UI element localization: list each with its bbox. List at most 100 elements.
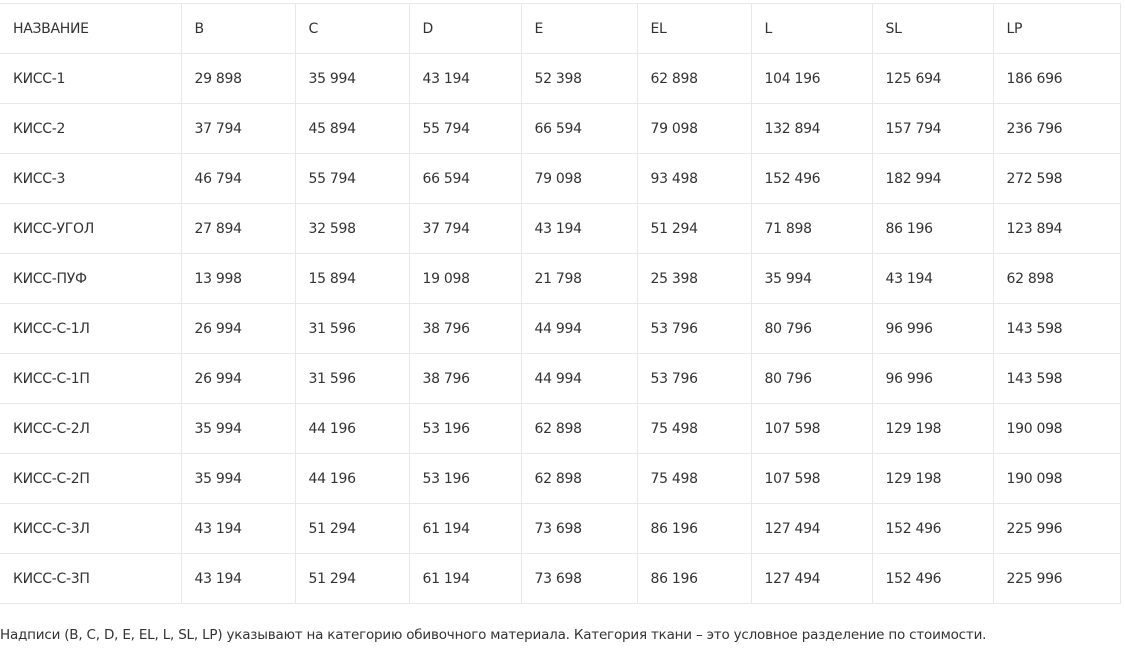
cell: 29 898 (180, 53, 296, 104)
cell: 43 194 (180, 553, 296, 604)
cell: 152 496 (871, 503, 994, 554)
cell: 86 196 (871, 203, 994, 254)
header-cell: L (750, 3, 873, 54)
table-row: КИСС-С-2П 35 994 44 196 53 196 62 898 75 498 1… (0, 453, 1121, 504)
cell: 75 498 (636, 453, 752, 504)
cell: 62 898 (520, 453, 638, 504)
price-table: НАЗВАНИЕ B C D E EL L SL LP КИСС-1 29 898 35 994 43 … (0, 3, 1121, 604)
cell: 123 894 (992, 203, 1121, 254)
cell: КИСС-1 (0, 53, 182, 104)
cell: 61 194 (408, 503, 522, 554)
cell: 79 098 (636, 103, 752, 154)
cell: 107 598 (750, 453, 873, 504)
header-cell: D (408, 3, 522, 54)
cell: 132 894 (750, 103, 873, 154)
table-row: КИСС-С-2Л 35 994 44 196 53 196 62 898 75 498 1… (0, 403, 1121, 454)
cell: 79 098 (520, 153, 638, 204)
cell: 152 496 (871, 553, 994, 604)
cell: 75 498 (636, 403, 752, 454)
cell: 66 594 (520, 103, 638, 154)
cell: 66 594 (408, 153, 522, 204)
cell: КИСС-С-2Л (0, 403, 182, 454)
cell: 62 898 (992, 253, 1121, 304)
cell: 104 196 (750, 53, 873, 104)
table-row: КИСС-УГОЛ 27 894 32 598 37 794 43 194 51 294 7… (0, 203, 1121, 254)
cell: 129 198 (871, 453, 994, 504)
cell: 129 198 (871, 403, 994, 454)
cell: 96 996 (871, 353, 994, 404)
header-cell: LP (992, 3, 1121, 54)
cell: 25 398 (636, 253, 752, 304)
cell: 27 894 (180, 203, 296, 254)
cell: 190 098 (992, 403, 1121, 454)
cell: 143 598 (992, 303, 1121, 354)
cell: 127 494 (750, 553, 873, 604)
cell: 186 696 (992, 53, 1121, 104)
footnote: Надписи (B, C, D, E, EL, L, SL, LP) указ… (0, 627, 987, 643)
cell: 31 596 (294, 303, 410, 354)
cell: 52 398 (520, 53, 638, 104)
header-cell: SL (871, 3, 994, 54)
cell: 43 194 (408, 53, 522, 104)
cell: 26 994 (180, 353, 296, 404)
cell: 55 794 (408, 103, 522, 154)
cell: КИСС-2 (0, 103, 182, 154)
table-row: КИСС-3 46 794 55 794 66 594 79 098 93 498 152 … (0, 153, 1121, 204)
cell: 32 598 (294, 203, 410, 254)
cell: 43 194 (871, 253, 994, 304)
cell: 157 794 (871, 103, 994, 154)
cell: КИСС-УГОЛ (0, 203, 182, 254)
header-cell: C (294, 3, 410, 54)
cell: 236 796 (992, 103, 1121, 154)
cell: 53 196 (408, 403, 522, 454)
table-row: КИСС-2 37 794 45 894 55 794 66 594 79 098 132 … (0, 103, 1121, 154)
cell: 35 994 (294, 53, 410, 104)
cell: 35 994 (750, 253, 873, 304)
table-row: КИСС-ПУФ 13 998 15 894 19 098 21 798 25 398 35… (0, 253, 1121, 304)
cell: 152 496 (750, 153, 873, 204)
cell: 35 994 (180, 453, 296, 504)
cell: 26 994 (180, 303, 296, 354)
cell: 53 196 (408, 453, 522, 504)
table-row: КИСС-С-3П 43 194 51 294 61 194 73 698 86 196 1… (0, 553, 1121, 604)
cell: 37 794 (180, 103, 296, 154)
header-cell: B (180, 3, 296, 54)
cell: КИСС-С-3Л (0, 503, 182, 554)
cell: КИСС-3 (0, 153, 182, 204)
cell: 182 994 (871, 153, 994, 204)
cell: 80 796 (750, 353, 873, 404)
cell: 35 994 (180, 403, 296, 454)
cell: 86 196 (636, 553, 752, 604)
cell: 44 196 (294, 453, 410, 504)
cell: 51 294 (636, 203, 752, 254)
cell: 225 996 (992, 553, 1121, 604)
cell: 53 796 (636, 303, 752, 354)
cell: 62 898 (520, 403, 638, 454)
cell: 62 898 (636, 53, 752, 104)
cell: 38 796 (408, 353, 522, 404)
cell: 107 598 (750, 403, 873, 454)
table-row: КИСС-С-1П 26 994 31 596 38 796 44 994 53 796 8… (0, 353, 1121, 404)
cell: КИСС-С-1Л (0, 303, 182, 354)
cell: КИСС-ПУФ (0, 253, 182, 304)
cell: 73 698 (520, 503, 638, 554)
cell: 43 194 (520, 203, 638, 254)
cell: 53 796 (636, 353, 752, 404)
header-cell: НАЗВАНИЕ (0, 3, 182, 54)
table-row: КИСС-1 29 898 35 994 43 194 52 398 62 898 104 … (0, 53, 1121, 104)
cell: 143 598 (992, 353, 1121, 404)
cell: 38 796 (408, 303, 522, 354)
table-row: КИСС-С-1Л 26 994 31 596 38 796 44 994 53 796 8… (0, 303, 1121, 354)
cell: 44 196 (294, 403, 410, 454)
cell: 37 794 (408, 203, 522, 254)
cell: 21 798 (520, 253, 638, 304)
cell: 51 294 (294, 553, 410, 604)
cell: 44 994 (520, 303, 638, 354)
cell: 190 098 (992, 453, 1121, 504)
header-row: НАЗВАНИЕ B C D E EL L SL LP (0, 3, 1121, 54)
table-row: КИСС-С-3Л 43 194 51 294 61 194 73 698 86 196 1… (0, 503, 1121, 554)
header-cell: E (520, 3, 638, 54)
cell: КИСС-С-3П (0, 553, 182, 604)
cell: 80 796 (750, 303, 873, 354)
